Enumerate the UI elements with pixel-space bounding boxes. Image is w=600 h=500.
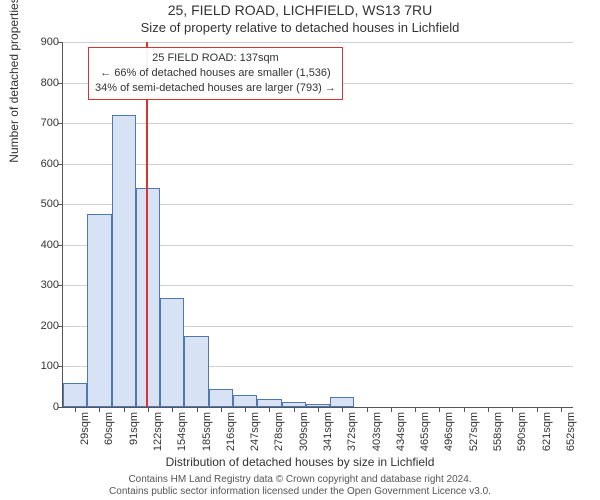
x-tick-mark [561, 407, 562, 412]
x-tick-mark [294, 407, 295, 412]
y-tick-label: 200 [41, 320, 59, 332]
annotation-line: 34% of semi-detached houses are larger (… [95, 81, 336, 96]
x-tick-mark [99, 407, 100, 412]
histogram-bar [184, 336, 208, 407]
x-tick-mark [391, 407, 392, 412]
y-tick-label: 100 [41, 360, 59, 372]
x-tick-mark [464, 407, 465, 412]
gridline [63, 123, 573, 124]
gridline [63, 164, 573, 165]
x-tick-mark [367, 407, 368, 412]
x-tick-mark [488, 407, 489, 412]
y-tick-label: 400 [41, 239, 59, 251]
y-tick-label: 600 [41, 158, 59, 170]
annotation-line: ← 66% of detached houses are smaller (1,… [95, 66, 336, 81]
y-tick-label: 500 [41, 198, 59, 210]
x-tick-mark [245, 407, 246, 412]
page-title-line2: Size of property relative to detached ho… [0, 20, 600, 35]
y-axis-label: Number of detached properties [7, 0, 21, 230]
histogram-bar [136, 188, 160, 407]
annotation-line: 25 FIELD ROAD: 137sqm [95, 51, 336, 66]
x-tick-mark [148, 407, 149, 412]
x-tick-mark [318, 407, 319, 412]
y-tick-label: 0 [53, 401, 59, 413]
x-tick-mark [269, 407, 270, 412]
histogram-plot: 010020030040050060070080090029sqm60sqm91… [62, 42, 573, 408]
footnote-line1: Contains HM Land Registry data © Crown c… [128, 474, 471, 485]
histogram-bar [330, 397, 354, 407]
x-tick-mark [221, 407, 222, 412]
y-tick-label: 700 [41, 117, 59, 129]
histogram-bar [87, 214, 111, 407]
x-tick-mark [124, 407, 125, 412]
histogram-bar [233, 395, 257, 407]
y-tick-label: 900 [41, 36, 59, 48]
x-axis-label: Distribution of detached houses by size … [0, 455, 600, 469]
footnote-line2: Contains public sector information licen… [109, 486, 491, 497]
histogram-bar [63, 383, 87, 407]
histogram-bar [112, 115, 136, 407]
y-tick-label: 300 [41, 279, 59, 291]
x-tick-mark [512, 407, 513, 412]
histogram-bar [257, 399, 281, 407]
page-title-line1: 25, FIELD ROAD, LICHFIELD, WS13 7RU [0, 2, 600, 18]
histogram-bar [209, 389, 233, 407]
histogram-bar [160, 298, 184, 408]
annotation-box: 25 FIELD ROAD: 137sqm← 66% of detached h… [88, 47, 343, 100]
x-tick-mark [537, 407, 538, 412]
y-tick-label: 800 [41, 77, 59, 89]
footnote: Contains HM Land Registry data © Crown c… [0, 474, 600, 498]
x-tick-mark [197, 407, 198, 412]
x-tick-mark [75, 407, 76, 412]
gridline [63, 42, 573, 43]
x-tick-mark [415, 407, 416, 412]
x-tick-mark [172, 407, 173, 412]
x-tick-mark [342, 407, 343, 412]
x-tick-mark [439, 407, 440, 412]
